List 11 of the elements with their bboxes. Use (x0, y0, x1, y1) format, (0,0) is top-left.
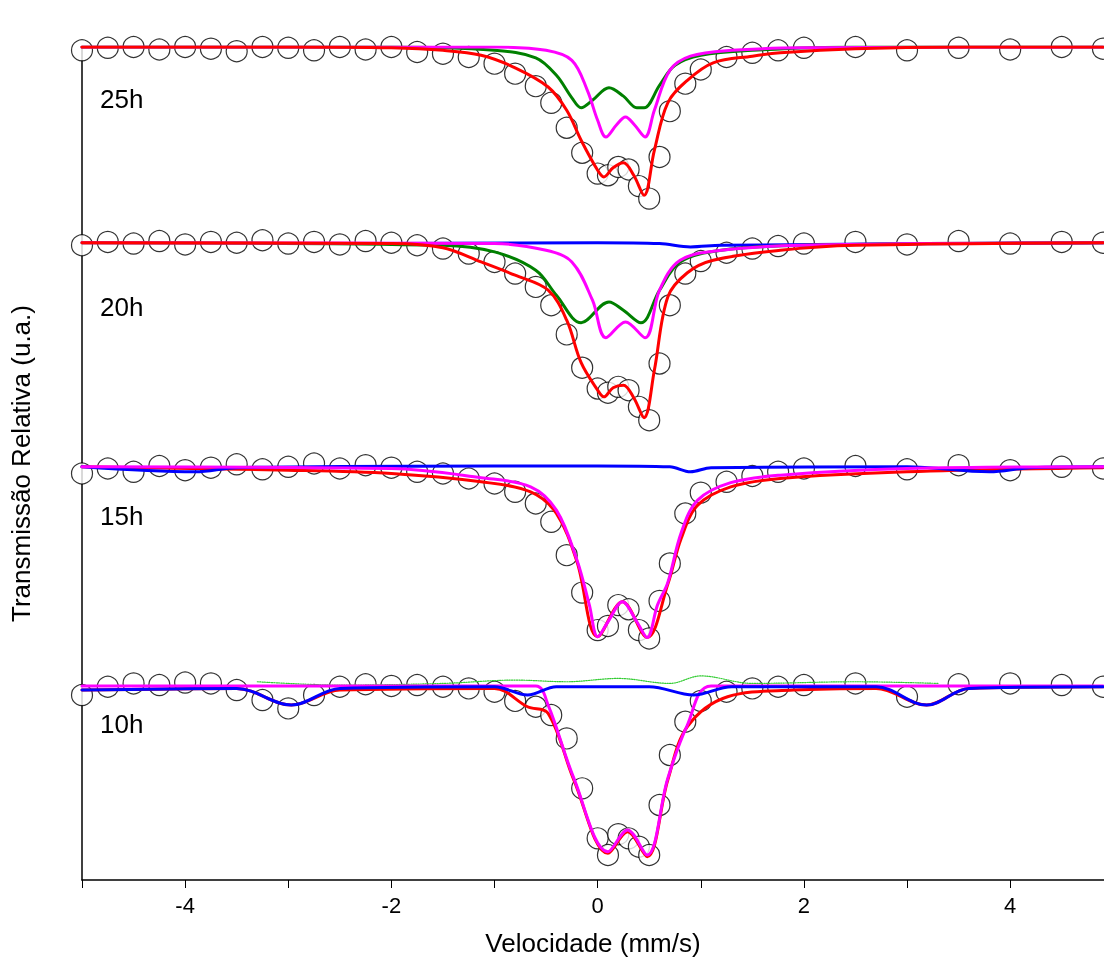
annotation: 20h (100, 292, 144, 323)
annotation: 10h (100, 708, 144, 739)
x-tick-label: -4 (175, 892, 195, 918)
x-axis-title: Velocidade (mm/s) (485, 928, 701, 958)
x-tick-label: 2 (797, 892, 811, 918)
y-axis-title: Transmissão Relativa (u.a.) (6, 305, 36, 622)
annotation: 25h (100, 84, 144, 115)
x-tick-label: -2 (381, 892, 402, 918)
x-tick-label: 4 (1004, 892, 1017, 918)
x-tick-label: 0 (591, 892, 604, 918)
annotation: 15h (100, 500, 144, 531)
